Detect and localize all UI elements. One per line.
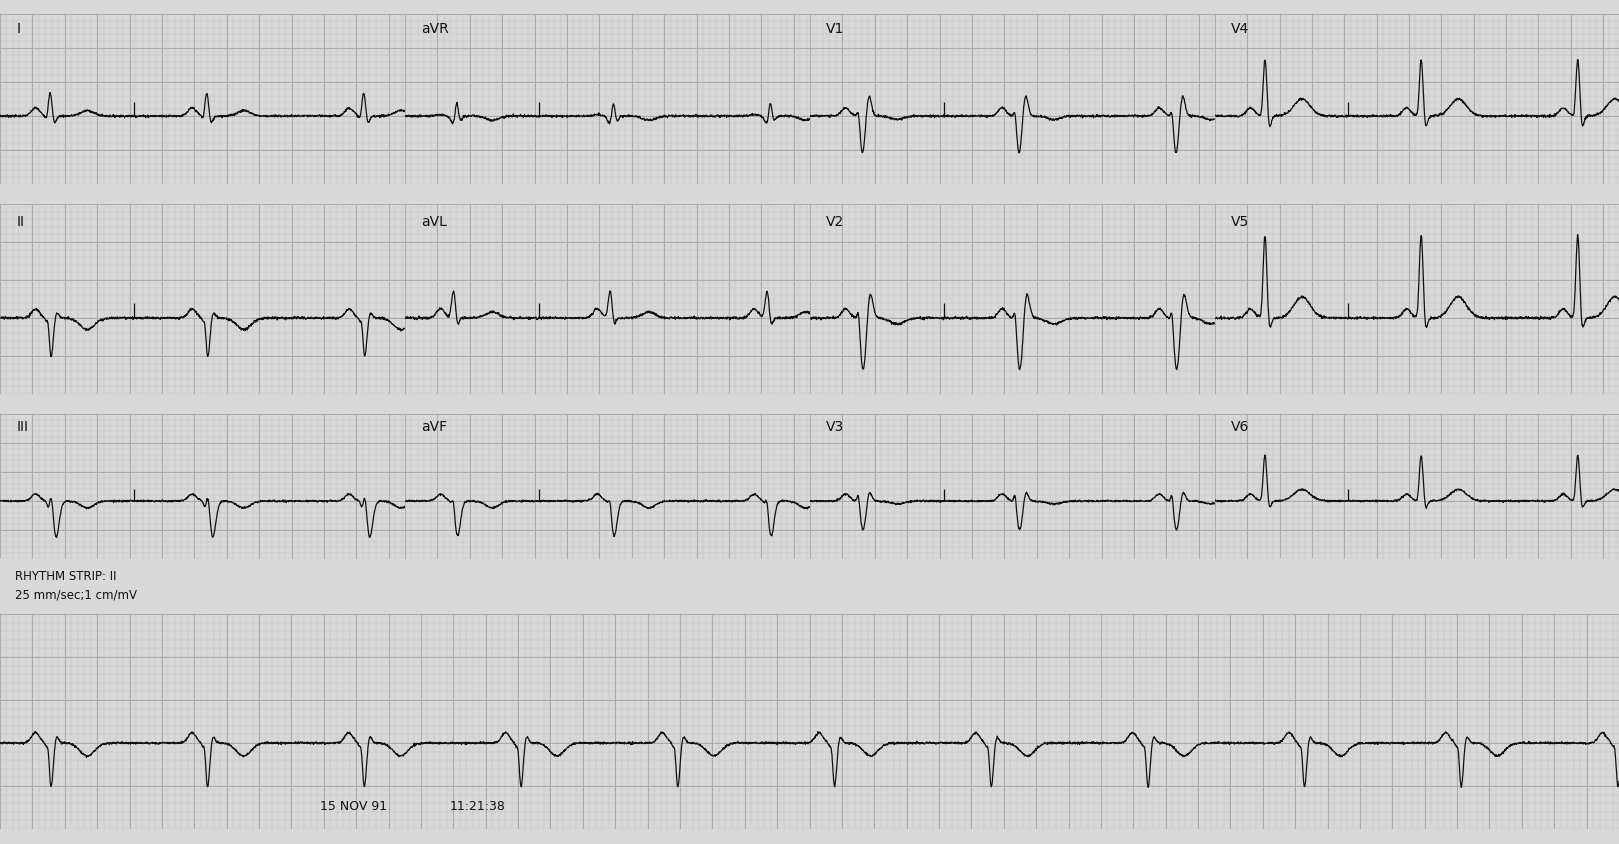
Text: V4: V4 bbox=[1230, 22, 1250, 36]
Text: aVF: aVF bbox=[421, 419, 447, 433]
Text: V2: V2 bbox=[826, 214, 845, 228]
Text: V1: V1 bbox=[826, 22, 845, 36]
Text: 11:21:38: 11:21:38 bbox=[450, 799, 505, 812]
Text: RHYTHM STRIP: II: RHYTHM STRIP: II bbox=[15, 570, 117, 582]
Text: V5: V5 bbox=[1230, 214, 1250, 228]
Text: V3: V3 bbox=[826, 419, 845, 433]
Text: aVR: aVR bbox=[421, 22, 448, 36]
Text: I: I bbox=[16, 22, 19, 36]
Text: 15 NOV 91: 15 NOV 91 bbox=[321, 799, 387, 812]
Text: 25 mm/sec;1 cm/mV: 25 mm/sec;1 cm/mV bbox=[15, 587, 138, 600]
Text: aVL: aVL bbox=[421, 214, 447, 228]
Text: III: III bbox=[16, 419, 28, 433]
Text: V6: V6 bbox=[1230, 419, 1250, 433]
Text: II: II bbox=[16, 214, 24, 228]
